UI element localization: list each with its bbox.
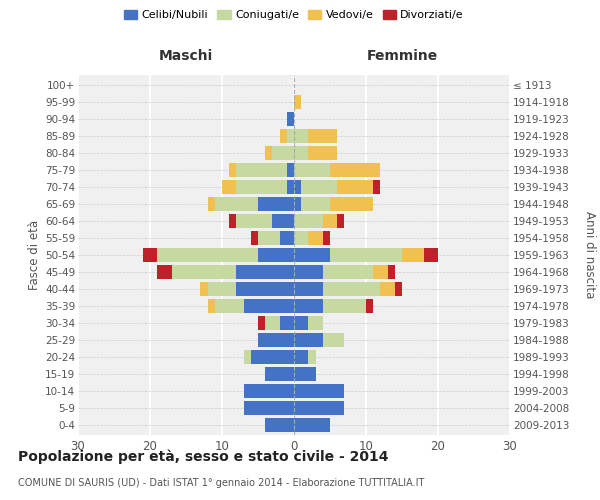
Bar (337, 180, 373, 194)
Bar (294, 248, 330, 262)
Bar (330, 248, 402, 262)
Bar (236, 214, 272, 228)
Bar (294, 350, 308, 364)
Bar (157, 248, 258, 262)
Bar (258, 316, 265, 330)
Bar (236, 163, 287, 178)
Bar (308, 316, 323, 330)
Bar (200, 282, 208, 296)
Bar (294, 146, 308, 160)
Bar (366, 298, 373, 313)
Bar (280, 316, 294, 330)
Bar (280, 231, 294, 245)
Bar (157, 265, 172, 279)
Text: Maschi: Maschi (159, 48, 213, 62)
Text: COMUNE DI SAURIS (UD) - Dati ISTAT 1° gennaio 2014 - Elaborazione TUTTITALIA.IT: COMUNE DI SAURIS (UD) - Dati ISTAT 1° ge… (18, 478, 424, 488)
Bar (229, 214, 236, 228)
Bar (380, 282, 395, 296)
Bar (287, 129, 294, 144)
Bar (229, 163, 236, 178)
Legend: Celibi/Nubili, Coniugati/e, Vedovi/e, Divorziati/e: Celibi/Nubili, Coniugati/e, Vedovi/e, Di… (119, 6, 469, 25)
Bar (294, 366, 316, 381)
Bar (287, 180, 294, 194)
Bar (308, 146, 337, 160)
Bar (272, 214, 294, 228)
Bar (294, 95, 301, 110)
Bar (265, 418, 294, 432)
Bar (373, 180, 380, 194)
Bar (265, 316, 280, 330)
Bar (294, 163, 330, 178)
Bar (330, 197, 373, 212)
Bar (308, 129, 337, 144)
Bar (258, 197, 294, 212)
Bar (143, 248, 157, 262)
Bar (236, 282, 294, 296)
Bar (287, 112, 294, 126)
Bar (244, 350, 251, 364)
Bar (251, 350, 294, 364)
Bar (244, 384, 294, 398)
Bar (215, 197, 258, 212)
Bar (244, 400, 294, 415)
Bar (208, 282, 236, 296)
Bar (208, 197, 215, 212)
Bar (402, 248, 424, 262)
Text: Popolazione per età, sesso e stato civile - 2014: Popolazione per età, sesso e stato civil… (18, 450, 389, 464)
Bar (323, 332, 344, 347)
Bar (294, 316, 308, 330)
Bar (323, 231, 330, 245)
Bar (258, 231, 280, 245)
Bar (215, 298, 244, 313)
Bar (251, 231, 258, 245)
Text: Femmine: Femmine (367, 48, 437, 62)
Bar (337, 214, 344, 228)
Bar (388, 265, 395, 279)
Bar (323, 298, 366, 313)
Bar (330, 163, 380, 178)
Bar (265, 146, 272, 160)
Bar (265, 366, 294, 381)
Bar (294, 418, 330, 432)
Bar (294, 129, 308, 144)
Bar (395, 282, 402, 296)
Bar (308, 350, 316, 364)
Bar (236, 180, 287, 194)
Bar (301, 180, 337, 194)
Bar (236, 265, 294, 279)
Bar (294, 180, 301, 194)
Bar (301, 197, 330, 212)
Bar (172, 265, 236, 279)
Bar (323, 282, 380, 296)
Bar (258, 248, 294, 262)
Bar (280, 129, 287, 144)
Bar (244, 298, 294, 313)
Bar (323, 265, 373, 279)
Bar (294, 214, 323, 228)
Bar (272, 146, 294, 160)
Bar (287, 163, 294, 178)
Bar (424, 248, 438, 262)
Bar (258, 332, 294, 347)
Bar (294, 282, 323, 296)
Y-axis label: Anni di nascita: Anni di nascita (583, 212, 596, 298)
Bar (294, 384, 344, 398)
Bar (294, 231, 308, 245)
Bar (308, 231, 323, 245)
Bar (373, 265, 388, 279)
Bar (222, 180, 236, 194)
Bar (208, 298, 215, 313)
Bar (294, 197, 301, 212)
Y-axis label: Fasce di età: Fasce di età (28, 220, 41, 290)
Bar (294, 265, 323, 279)
Bar (323, 214, 337, 228)
Bar (294, 332, 323, 347)
Bar (294, 298, 323, 313)
Bar (294, 400, 344, 415)
